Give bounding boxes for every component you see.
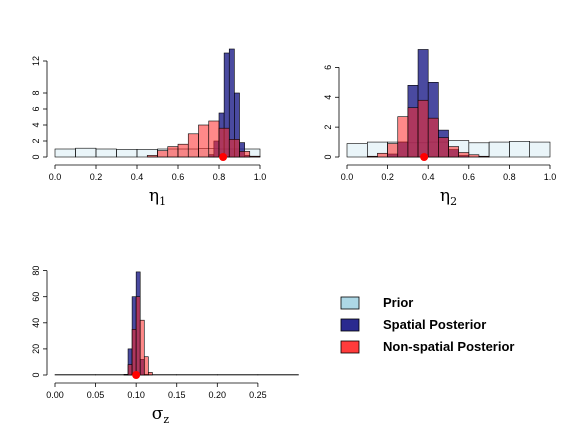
bar-nonspatial xyxy=(448,146,459,158)
true-value-point xyxy=(420,153,429,161)
bar-nonspatial xyxy=(417,99,429,158)
y-tick-label: 20 xyxy=(31,344,41,354)
x-tick-label: 0.00 xyxy=(46,390,64,400)
bar-nonspatial xyxy=(148,372,153,376)
bar-nonspatial xyxy=(458,152,470,158)
bar-prior xyxy=(116,149,138,158)
y-tick-label: 2 xyxy=(31,138,41,143)
y-tick-label: 40 xyxy=(31,318,41,328)
legend-swatch-nonspatial xyxy=(340,340,360,354)
x-tick-label: 0.2 xyxy=(381,172,394,182)
bar-nonspatial xyxy=(143,356,149,376)
x-tick-label: 1.0 xyxy=(544,172,557,182)
bar-nonspatial xyxy=(218,127,230,158)
x-tick-label: 0.05 xyxy=(87,390,105,400)
bar-nonspatial xyxy=(387,143,399,158)
y-tick-label: 8 xyxy=(31,90,41,95)
x-tick-label: 0.0 xyxy=(49,172,62,182)
y-tick-label: 4 xyxy=(323,95,333,100)
y-tick-label: 12 xyxy=(31,56,41,66)
true-value-point xyxy=(219,153,228,161)
bar-nonspatial xyxy=(157,150,169,158)
x-tick-label: 0.6 xyxy=(172,172,185,182)
true-value-point xyxy=(132,371,141,379)
bar-nonspatial xyxy=(239,151,251,158)
x-axis-label: η2 xyxy=(440,186,457,208)
y-tick-label: 6 xyxy=(323,65,333,70)
bar-nonspatial xyxy=(478,155,490,158)
bar-nonspatial xyxy=(177,143,189,158)
bar-nonspatial xyxy=(167,146,179,158)
histogram-eta2: 0.0 0.2 0.4 0.6 0.8 1.0 0 2 4 6 η2 xyxy=(323,49,556,208)
bar-nonspatial xyxy=(427,117,439,158)
bar-nonspatial xyxy=(438,137,449,158)
y-tick-label: 6 xyxy=(31,106,41,111)
x-tick-label: 0.2 xyxy=(90,172,103,182)
x-tick-label: 0.6 xyxy=(463,172,476,182)
x-tick-label: 0.0 xyxy=(341,172,354,182)
x-tick-label: 0.8 xyxy=(213,172,226,182)
bar-nonspatial xyxy=(366,155,378,158)
bar-nonspatial xyxy=(407,107,419,158)
bar-prior xyxy=(488,141,510,158)
bar-prior xyxy=(54,148,76,158)
x-tick-label: 0.4 xyxy=(422,172,435,182)
x-tick-label: 0.4 xyxy=(131,172,144,182)
bar-nonspatial xyxy=(377,152,388,158)
y-tick-label: 0 xyxy=(31,372,41,377)
y-tick-label: 80 xyxy=(31,266,41,276)
legend-label-nonspatial: Non-spatial Posterior xyxy=(383,339,514,354)
bar-prior xyxy=(95,148,117,158)
bar-nonspatial xyxy=(208,120,220,158)
histogram-sigma-z: 0.00 0.05 0.10 0.15 0.20 0.25 0 20 40 60 80 σz xyxy=(31,266,299,426)
legend-swatch-spatial xyxy=(340,318,360,332)
bar-nonspatial xyxy=(397,116,409,158)
x-tick-label: 0.8 xyxy=(503,172,516,182)
x-tick-label: 0.25 xyxy=(249,390,267,400)
x-axis-label: η1 xyxy=(149,186,166,208)
y-tick-label: 60 xyxy=(31,292,41,302)
y-tick-label: 2 xyxy=(323,125,333,130)
bar-prior xyxy=(509,141,530,158)
x-tick-label: 0.10 xyxy=(127,390,145,400)
legend-swatch-prior xyxy=(340,296,360,310)
bar-nonspatial xyxy=(139,319,145,376)
x-axis-label: σz xyxy=(152,404,170,426)
y-tick-label: 4 xyxy=(31,122,41,127)
bar-nonspatial xyxy=(131,329,137,376)
x-tick-label: 1.0 xyxy=(254,172,267,182)
bar-nonspatial xyxy=(468,154,480,158)
bar-prior xyxy=(75,147,97,158)
x-tick-label: 0.15 xyxy=(168,390,186,400)
x-tick-label: 0.20 xyxy=(209,390,227,400)
bar-nonspatial xyxy=(228,139,240,158)
y-tick-label: 0 xyxy=(323,154,333,159)
bar-prior xyxy=(529,141,551,158)
bar-nonspatial xyxy=(135,296,141,376)
bar-nonspatial xyxy=(127,364,133,376)
histogram-eta1: 0.0 0.2 0.4 0.6 0.8 1.0 0 2 4 6 8 12 η1 xyxy=(31,48,267,208)
y-tick-label: 0 xyxy=(31,154,41,159)
legend-label-spatial: Spatial Posterior xyxy=(383,317,486,332)
bar-nonspatial xyxy=(249,155,261,158)
legend: Prior Spatial Posterior Non-spatial Post… xyxy=(340,295,514,354)
bar-prior xyxy=(346,143,368,158)
bar-nonspatial xyxy=(198,124,210,158)
bar-nonspatial xyxy=(187,133,199,158)
legend-label-prior: Prior xyxy=(383,295,413,310)
bar-nonspatial xyxy=(146,155,158,158)
